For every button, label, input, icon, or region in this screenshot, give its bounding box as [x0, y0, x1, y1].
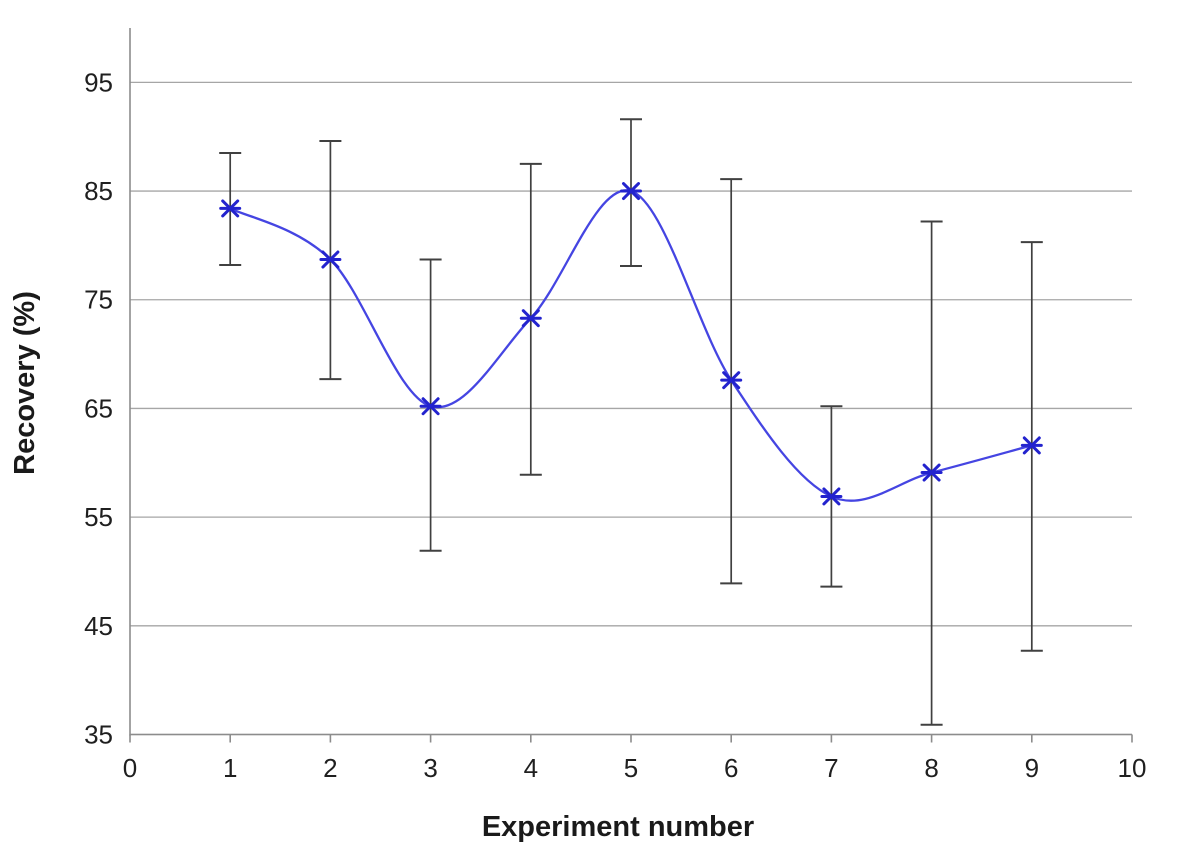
data-point-marker-4: [519, 309, 542, 328]
data-point-marker-1: [219, 199, 242, 218]
y-tick-label-35: 35: [84, 720, 113, 750]
data-point-markers: [219, 182, 1043, 506]
x-tick-label-7: 7: [824, 753, 838, 783]
x-tick-label-10: 10: [1118, 753, 1147, 783]
x-tick-label-6: 6: [724, 753, 738, 783]
axes: [129, 28, 1133, 743]
x-tick-label-8: 8: [924, 753, 938, 783]
data-point-marker-7: [820, 487, 843, 506]
data-point-marker-9: [1020, 436, 1043, 455]
data-point-marker-2: [319, 250, 342, 269]
x-tick-label-0: 0: [123, 753, 137, 783]
x-axis-title: Experiment number: [482, 811, 754, 843]
data-point-marker-5: [620, 182, 642, 201]
error-bars: [219, 118, 1043, 726]
y-axis-title: Recovery (%): [9, 291, 41, 475]
y-tick-label-55: 55: [84, 502, 113, 532]
x-axis-tick-labels: 0 1 2 3 4 5 6 7 8 9 10: [123, 753, 1147, 783]
y-tick-label-45: 45: [84, 611, 113, 641]
y-tick-label-85: 85: [84, 176, 113, 206]
data-point-marker-3: [419, 397, 442, 416]
data-point-marker-8: [920, 463, 943, 482]
x-tick-label-2: 2: [323, 753, 337, 783]
x-tick-label-5: 5: [624, 753, 638, 783]
y-axis-tick-labels: 35 45 55 65 75 85 95: [84, 67, 113, 749]
y-tick-label-65: 65: [84, 393, 113, 423]
y-tick-label-95: 95: [84, 67, 113, 97]
x-tick-label-3: 3: [423, 753, 437, 783]
data-point-marker-6: [720, 371, 743, 390]
x-tick-label-9: 9: [1025, 753, 1039, 783]
x-tick-label-4: 4: [524, 753, 538, 783]
x-tick-label-1: 1: [223, 753, 237, 783]
y-tick-label-75: 75: [84, 285, 113, 315]
